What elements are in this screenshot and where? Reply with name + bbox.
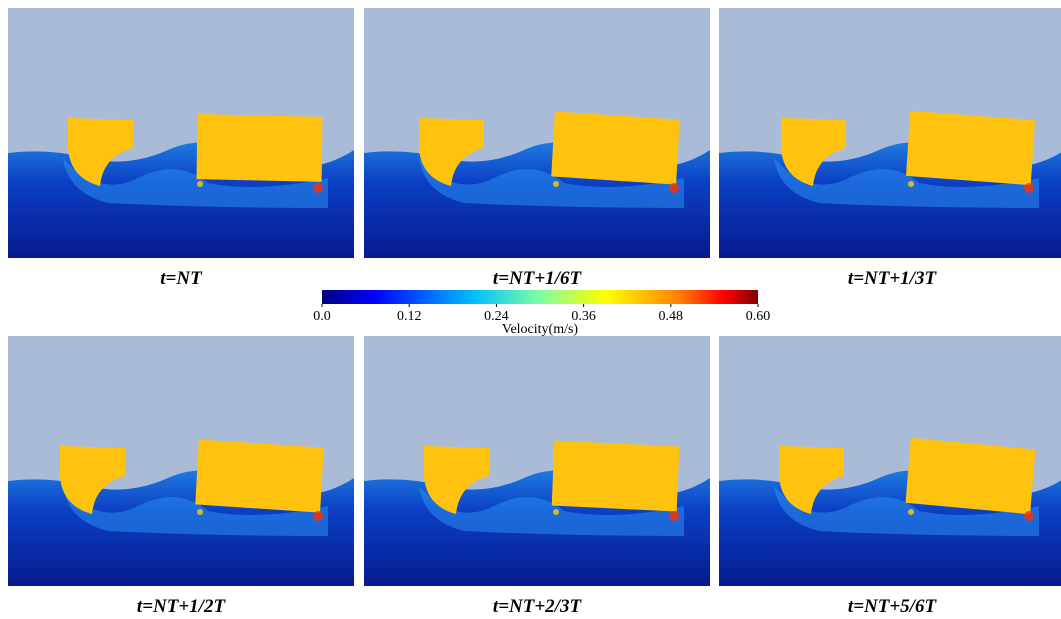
panel-caption: t=NT+1/6T — [493, 268, 583, 289]
colorbar-label: Velocity(m/s) — [502, 322, 579, 337]
left-hull — [60, 446, 125, 514]
panel-caption: t=NT+1/3T — [848, 268, 938, 289]
vortex — [313, 511, 323, 521]
colorbar-tick-label: 0.48 — [659, 309, 684, 324]
vortex — [908, 181, 914, 187]
colorbar-tick-label: 0.12 — [397, 309, 422, 324]
vortex — [197, 509, 203, 515]
right-box — [551, 111, 680, 185]
vortex — [197, 181, 203, 187]
vortex — [669, 183, 679, 193]
panel — [719, 336, 1061, 586]
panel — [364, 8, 710, 258]
right-box — [195, 439, 324, 513]
vortex — [553, 181, 559, 187]
vortex — [669, 511, 679, 521]
colorbar-tick-label: 0.60 — [746, 309, 771, 324]
right-box — [905, 110, 1036, 186]
panel-caption: t=NT+2/3T — [493, 596, 583, 617]
left-hull — [68, 118, 133, 186]
panel — [364, 336, 710, 586]
right-box — [905, 437, 1036, 515]
panel — [719, 8, 1061, 258]
panel — [8, 336, 354, 586]
colorbar-tick-label: 0.0 — [313, 309, 331, 324]
left-hull — [419, 118, 484, 186]
left-hull — [781, 118, 846, 186]
panel-caption: t=NT — [160, 268, 203, 289]
vortex — [1024, 511, 1034, 521]
right-box — [196, 114, 323, 182]
wake — [774, 486, 1039, 536]
wake — [63, 486, 328, 536]
right-box — [551, 440, 680, 512]
left-hull — [424, 446, 489, 514]
panel-caption: t=NT+5/6T — [848, 596, 938, 617]
vortex — [553, 509, 559, 515]
left-hull — [779, 446, 844, 514]
wake — [419, 486, 684, 536]
vortex — [313, 183, 323, 193]
wake — [419, 158, 684, 208]
colorbar-tick-label: 0.24 — [484, 309, 509, 324]
wake — [774, 158, 1039, 208]
panel-caption: t=NT+1/2T — [137, 596, 227, 617]
vortex — [908, 509, 914, 515]
colorbar — [322, 290, 758, 304]
colorbar-tick-label: 0.36 — [571, 309, 596, 324]
panel — [8, 8, 354, 258]
wake — [63, 158, 328, 208]
vortex — [1024, 183, 1034, 193]
